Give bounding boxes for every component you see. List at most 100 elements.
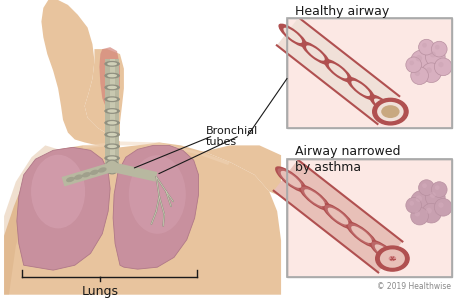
Circle shape — [433, 58, 451, 76]
Circle shape — [414, 71, 419, 76]
Bar — [286, 159, 451, 277]
Circle shape — [421, 43, 426, 47]
Ellipse shape — [379, 249, 404, 268]
Polygon shape — [4, 142, 280, 295]
Bar — [286, 18, 451, 128]
Bar — [286, 18, 451, 128]
Circle shape — [420, 63, 440, 83]
Text: © 2019 Healthwise: © 2019 Healthwise — [376, 282, 450, 291]
Ellipse shape — [324, 205, 351, 227]
Ellipse shape — [368, 94, 397, 118]
Ellipse shape — [381, 105, 399, 118]
Ellipse shape — [104, 143, 120, 149]
Ellipse shape — [107, 86, 117, 89]
Ellipse shape — [300, 41, 329, 65]
Circle shape — [414, 211, 419, 217]
Circle shape — [425, 208, 431, 214]
Ellipse shape — [104, 73, 120, 79]
Circle shape — [420, 203, 440, 223]
Ellipse shape — [375, 246, 408, 271]
Polygon shape — [273, 160, 402, 272]
Polygon shape — [111, 162, 157, 182]
Bar — [286, 18, 451, 128]
Circle shape — [409, 61, 413, 65]
Circle shape — [429, 192, 435, 198]
Ellipse shape — [327, 208, 347, 225]
Ellipse shape — [104, 108, 120, 114]
Bar — [110, 59, 115, 167]
Circle shape — [405, 197, 420, 213]
Polygon shape — [84, 49, 123, 136]
Circle shape — [425, 47, 444, 67]
Ellipse shape — [66, 177, 74, 182]
Ellipse shape — [107, 133, 117, 136]
Bar — [286, 159, 451, 277]
Circle shape — [434, 185, 439, 190]
Ellipse shape — [107, 74, 117, 77]
Ellipse shape — [347, 223, 375, 246]
Ellipse shape — [31, 155, 85, 228]
Circle shape — [437, 62, 442, 67]
Circle shape — [429, 52, 435, 58]
Polygon shape — [83, 142, 230, 165]
Ellipse shape — [90, 170, 98, 175]
Circle shape — [437, 202, 442, 208]
Polygon shape — [276, 17, 398, 124]
Circle shape — [415, 55, 421, 62]
Polygon shape — [62, 162, 113, 186]
Ellipse shape — [82, 172, 90, 177]
Bar — [286, 159, 451, 277]
Ellipse shape — [371, 242, 398, 264]
Circle shape — [409, 201, 413, 206]
Circle shape — [421, 183, 426, 188]
Circle shape — [410, 67, 427, 85]
Polygon shape — [17, 147, 110, 270]
Ellipse shape — [74, 175, 83, 180]
Ellipse shape — [376, 102, 403, 121]
Text: Lungs: Lungs — [82, 285, 118, 298]
Ellipse shape — [350, 226, 371, 243]
Ellipse shape — [303, 189, 324, 206]
Text: Airway narrowed
by asthma: Airway narrowed by asthma — [294, 146, 399, 174]
Ellipse shape — [328, 63, 347, 78]
Polygon shape — [99, 47, 120, 108]
Circle shape — [431, 182, 446, 197]
Ellipse shape — [373, 98, 392, 114]
Ellipse shape — [278, 24, 307, 47]
Circle shape — [418, 180, 433, 196]
Ellipse shape — [104, 61, 120, 67]
Polygon shape — [113, 146, 198, 269]
Circle shape — [410, 207, 427, 225]
Ellipse shape — [305, 45, 324, 61]
Ellipse shape — [345, 221, 377, 248]
Ellipse shape — [351, 81, 369, 96]
Ellipse shape — [104, 155, 120, 161]
Polygon shape — [41, 0, 120, 152]
Ellipse shape — [274, 166, 306, 193]
Ellipse shape — [107, 121, 117, 124]
Ellipse shape — [277, 168, 304, 190]
Circle shape — [405, 57, 420, 73]
Ellipse shape — [107, 156, 117, 160]
Circle shape — [105, 160, 119, 174]
Ellipse shape — [104, 96, 120, 102]
Circle shape — [410, 190, 431, 212]
Ellipse shape — [321, 203, 353, 229]
Ellipse shape — [107, 62, 117, 66]
Circle shape — [410, 50, 431, 72]
Ellipse shape — [298, 184, 330, 211]
Ellipse shape — [374, 244, 395, 261]
Ellipse shape — [98, 167, 106, 172]
Ellipse shape — [283, 28, 302, 43]
Ellipse shape — [129, 155, 185, 234]
Ellipse shape — [107, 98, 117, 101]
Ellipse shape — [372, 98, 407, 125]
Ellipse shape — [107, 145, 117, 148]
Ellipse shape — [104, 85, 120, 90]
Circle shape — [418, 39, 433, 55]
Ellipse shape — [388, 256, 395, 261]
Bar — [105, 59, 119, 167]
Circle shape — [425, 67, 431, 73]
Text: Healthy airway: Healthy airway — [294, 5, 388, 18]
Circle shape — [415, 195, 421, 202]
